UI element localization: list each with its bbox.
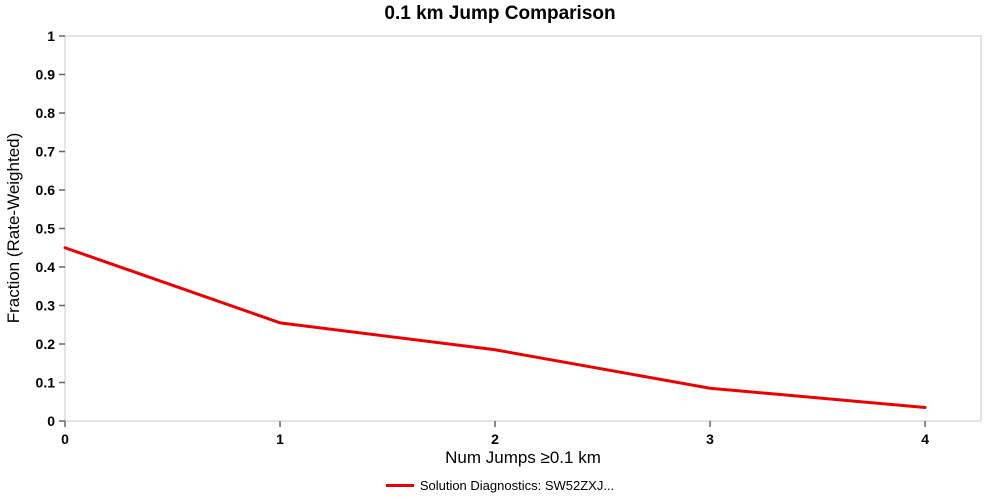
y-tick-label: 0.9 — [36, 67, 56, 83]
plot-border — [64, 35, 982, 422]
y-tick-label: 0.7 — [36, 144, 56, 160]
y-tick-label: 0.6 — [36, 182, 56, 198]
x-tick-label: 1 — [276, 431, 284, 447]
series-line — [63, 246, 927, 410]
legend: Solution Diagnostics: SW52ZXJ... — [0, 478, 1000, 493]
y-tick-label: 0.5 — [36, 221, 56, 237]
x-tick-label: 0 — [61, 431, 69, 447]
legend-line-marker — [385, 484, 414, 487]
y-tick-label: 0.4 — [36, 259, 56, 275]
legend-label: Solution Diagnostics: SW52ZXJ... — [419, 478, 615, 493]
x-tick-label: 4 — [921, 431, 929, 447]
y-tick-label: 0 — [47, 413, 55, 429]
plot-area-svg: 0 1 2 3 4 0 0.1 0.2 0.3 0.4 0.5 0.6 0.7 0.8 0.9 1 — [36, 28, 982, 447]
y-tick-label: 0.2 — [36, 336, 56, 352]
y-tick-label: 1 — [47, 28, 55, 44]
x-axis-label: Num Jumps ≥0.1 km — [445, 448, 601, 467]
x-tick-label: 2 — [491, 431, 499, 447]
y-tick-label: 0.8 — [36, 105, 56, 121]
y-tick-label: 0.3 — [36, 298, 56, 314]
y-tick-label: 0.1 — [36, 375, 56, 391]
chart-title: 0.1 km Jump Comparison — [384, 3, 616, 24]
x-tick-label: 3 — [706, 431, 714, 447]
